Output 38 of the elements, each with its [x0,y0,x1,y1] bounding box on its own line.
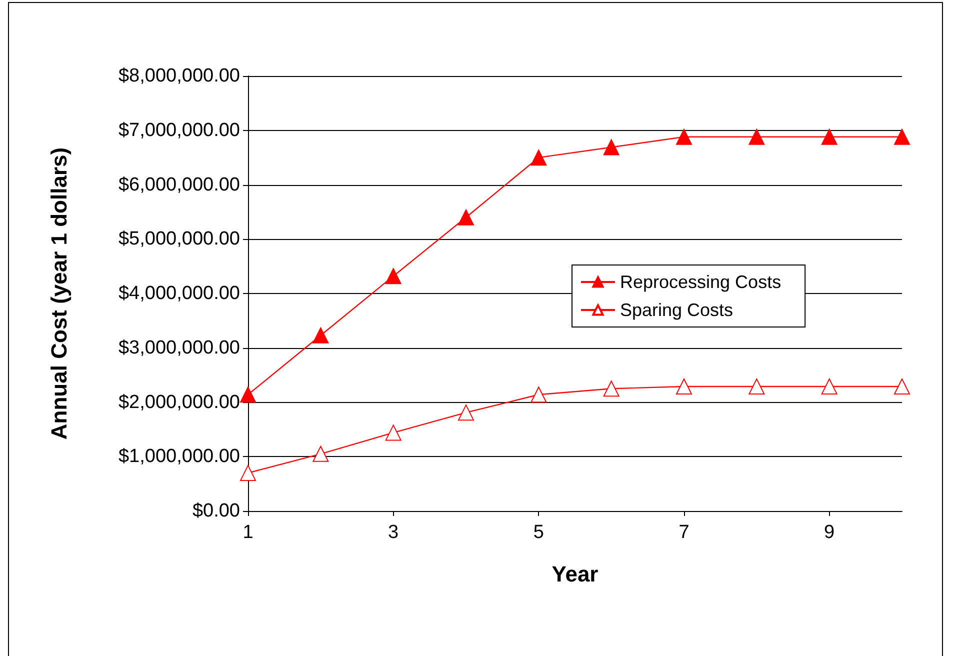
point [530,150,547,166]
x-axis-title: Year [552,562,599,586]
point [748,128,765,145]
point [458,404,474,421]
point [240,386,256,403]
y-tick-label: $3,000,000.00 [118,337,240,358]
point [676,378,692,394]
x-tick-label: 9 [824,522,835,543]
point [458,209,474,226]
point [385,424,402,441]
legend-label: Reprocessing Costs [620,272,782,292]
y-tick-label: $8,000,000.00 [118,66,240,86]
x-tick-label: 3 [388,522,399,543]
point [603,139,620,156]
point [894,128,910,145]
y-tick-label: $6,000,000.00 [118,174,240,196]
point [676,128,692,145]
point [603,380,620,397]
point [894,378,910,394]
point [240,464,256,481]
point [312,327,329,344]
y-tick-label: $7,000,000.00 [118,120,240,141]
legend-label: Sparing Costs [620,300,734,320]
y-tick-label: $5,000,000.00 [118,228,240,250]
point [312,446,329,462]
x-tick-label: 7 [678,522,690,543]
point [821,128,838,145]
point [821,378,838,394]
y-tick-label: $4,000,000.00 [118,283,240,304]
y-tick-label: $0.00 [192,500,240,522]
x-tick-label: 5 [533,522,544,543]
y-tick-label: $1,000,000.00 [118,446,240,468]
point [748,378,765,394]
y-tick-label: $2,000,000.00 [118,392,240,413]
point [530,386,547,403]
y-axis-title: Annual Cost (year 1 dollars) [46,147,72,440]
x-tick-label: 1 [242,522,254,543]
point [385,268,402,284]
